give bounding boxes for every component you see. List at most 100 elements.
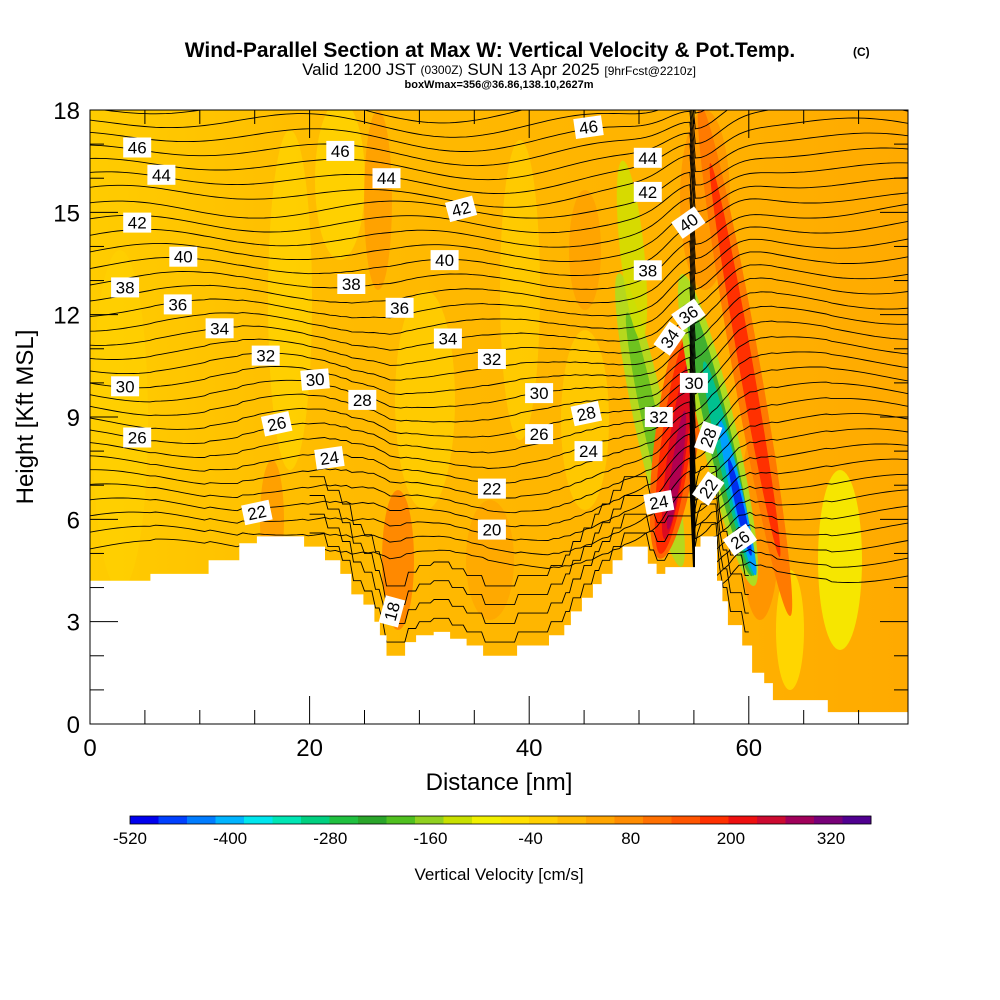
contour-label-text: 44 [377,169,396,188]
title-block: Wind-Parallel Section at Max W: Vertical… [185,39,870,91]
isentrope-line [90,225,908,307]
contour-label-text: 38 [638,261,657,280]
contour-label-text: 26 [530,425,549,444]
contour-label: 22 [241,499,273,526]
x-tick-label: 20 [296,735,323,762]
contour-label: 30 [525,383,554,404]
colorbar-cell [187,816,216,824]
colorbar-cell [586,816,615,824]
valid-zulu: (0300Z) [421,63,463,77]
colorbar-cell [529,816,558,824]
contour-label-text: 18 [381,600,404,623]
y-axis-label: Height [Kft MSL] [12,330,39,505]
x-tick-label: 0 [83,735,96,762]
velocity-field [90,110,908,724]
contour-label: 24 [314,446,345,470]
contour-label: 26 [260,411,293,437]
colorbar-cells [129,815,872,825]
colorbar-cell [500,816,530,824]
colorbar-cell [215,816,245,824]
contour-label: 42 [444,195,478,223]
x-tick-label: 40 [516,735,543,762]
isentrope-line [90,184,908,260]
colorbar: -520 -400 -280 -160 -40 80 200 320 Vertical Vel… [113,815,872,884]
contour-label: 44 [633,147,662,168]
contour-label: 30 [111,376,140,397]
contour-label: 46 [123,137,152,158]
chart-title-unit-tag: (C) [853,45,870,59]
colorbar-cell [700,816,729,824]
colorbar-cell [842,816,872,824]
contour-label: 18 [378,595,406,628]
contour-label-text: 44 [152,166,171,185]
colorbar-tick-label: -40 [518,829,543,848]
colorbar-cell [244,816,273,824]
colorbar-cell [814,816,843,824]
isentrope-line [309,466,749,587]
contour-label-text: 22 [482,480,501,499]
isentrope-line [90,344,908,445]
contour-label: 30 [679,372,708,393]
contour-label: 22 [477,478,506,499]
contour-label-text: 44 [638,149,657,168]
contour-label: 24 [574,441,603,462]
contour-label-text: 26 [128,429,147,448]
contour-label: 32 [251,345,280,366]
colorbar-cell [643,816,672,824]
isentrope-line [90,401,908,514]
contour-label-text: 34 [438,330,457,349]
contour-label: 24 [643,490,675,515]
isentrope-line [90,210,908,291]
contour-label-text: 32 [482,350,501,369]
isentrope-line [90,197,908,275]
isentrope-line [90,483,908,612]
isentrope-line [90,154,908,226]
isentrope-line [90,433,908,553]
colorbar-cell [272,816,302,824]
contour-label-text: 42 [128,214,147,233]
isentrope-line [309,484,749,606]
contour-label-text: 22 [246,502,268,525]
isentrope-contours [90,110,908,643]
y-tick-label: 12 [53,303,80,330]
colorbar-cell [358,816,387,824]
chart-title: Wind-Parallel Section at Max W: Vertical… [185,39,796,62]
contour-label-text: 26 [266,413,288,436]
y-tick-label: 18 [53,98,80,125]
y-tick-label: 3 [67,610,80,637]
isentrope-line [90,255,908,342]
colorbar-tick-label: 200 [717,829,745,848]
contour-label: 40 [169,246,198,267]
contour-label: 30 [300,368,330,391]
contour-label-text: 46 [128,139,147,158]
contour-label-text: 24 [648,492,670,514]
contour-label: 28 [348,389,377,410]
colorbar-cell [728,816,758,824]
contour-label-text: 30 [305,370,326,391]
valid-date: SUN 13 Apr 2025 [467,60,599,79]
colorbar-cell [557,816,587,824]
contour-label: 32 [644,407,673,427]
contour-label: 40 [430,250,459,271]
contour-label-text: 46 [578,117,599,138]
colorbar-cell [443,816,473,824]
contour-label-text: 28 [575,403,597,426]
contour-label-text: 40 [435,251,454,270]
colorbar-cell [329,816,359,824]
colorbar-cell [415,816,444,824]
contour-label: 28 [570,400,603,427]
contour-label-text: 32 [649,408,668,427]
contour-labels: 46 44 42 40 38 36 34 32 30 26 26 30 28 24 22 46 44 42 40 38… [111,115,758,628]
contour-label-text: 42 [638,183,657,202]
contour-label-text: 30 [684,374,703,393]
colorbar-cell [671,816,701,824]
contour-label: 36 [385,297,414,318]
contour-label: 42 [633,181,662,202]
y-tick-label: 15 [53,200,80,227]
contour-label: 42 [123,212,152,233]
colorbar-tick-labels: -520 -400 -280 -160 -40 80 200 320 [113,829,845,848]
colorbar-tick-label: -400 [213,829,247,848]
isentrope-line [90,368,908,474]
